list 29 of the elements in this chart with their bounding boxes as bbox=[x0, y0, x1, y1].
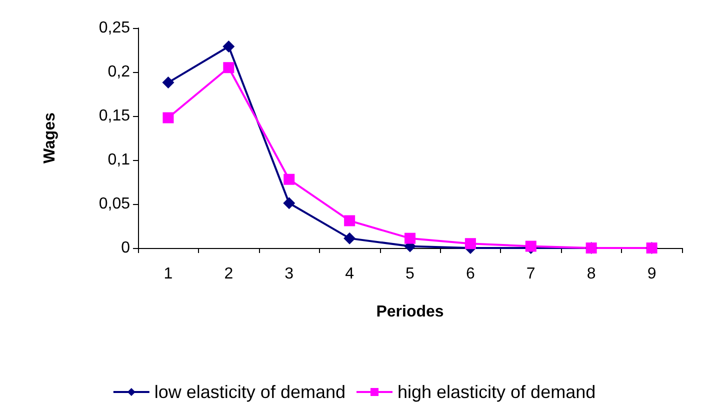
point bbox=[283, 197, 296, 210]
point bbox=[344, 232, 356, 244]
y-tick-label: 0,25 bbox=[98, 20, 130, 36]
legend-label: low elasticity of demand bbox=[154, 382, 346, 402]
point bbox=[464, 238, 476, 250]
point bbox=[223, 62, 234, 74]
point bbox=[222, 40, 235, 52]
x-tick-label: 7 bbox=[526, 266, 536, 282]
y-tick-label: 0,15 bbox=[98, 108, 130, 124]
x-tick-label: 4 bbox=[345, 266, 354, 282]
point bbox=[162, 76, 174, 89]
point bbox=[284, 174, 295, 185]
legend-label: high elasticity of demand bbox=[397, 382, 596, 402]
x-tick-label: 9 bbox=[647, 266, 656, 282]
x-tick-label: 2 bbox=[224, 266, 234, 282]
x-tick-label: 1 bbox=[164, 266, 173, 282]
point bbox=[404, 232, 416, 244]
x-tick-label: 8 bbox=[586, 266, 596, 282]
x-tick-label: 3 bbox=[284, 266, 294, 282]
point bbox=[162, 112, 174, 124]
y-tick-label: 0,05 bbox=[98, 196, 130, 212]
y-tick-label: 0,2 bbox=[108, 64, 130, 80]
x-tick-label: 6 bbox=[466, 266, 475, 282]
y-tick-label: 0 bbox=[121, 240, 130, 256]
point bbox=[344, 215, 356, 226]
y-axis-title: Wages bbox=[42, 112, 58, 164]
y-tick-label: 0,1 bbox=[108, 152, 130, 168]
x-tick-label: 5 bbox=[406, 266, 415, 282]
x-axis-title: Periodes bbox=[376, 304, 444, 320]
